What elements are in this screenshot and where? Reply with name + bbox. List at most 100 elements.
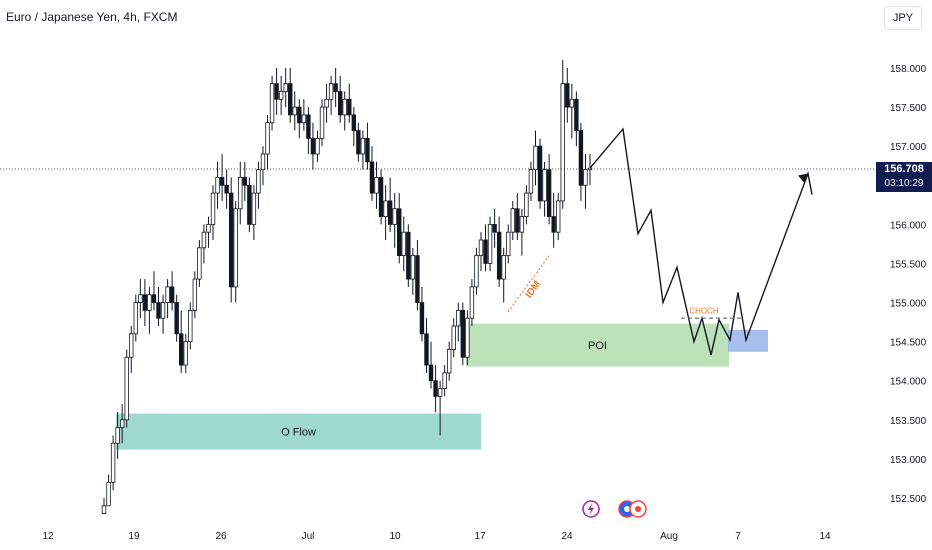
candle bbox=[256, 169, 261, 194]
candle bbox=[129, 333, 134, 358]
price-tick-label: 154.000 bbox=[890, 377, 927, 388]
candles-layer bbox=[101, 60, 593, 515]
candle bbox=[142, 294, 148, 311]
time-tick-label: 7 bbox=[735, 531, 741, 542]
lightning-event-icon[interactable] bbox=[582, 500, 600, 518]
candle bbox=[124, 356, 129, 421]
candle bbox=[228, 192, 234, 288]
candle bbox=[238, 177, 243, 210]
candle bbox=[515, 208, 520, 233]
price-tick-label: 156.000 bbox=[890, 220, 927, 231]
candle bbox=[251, 192, 257, 225]
candle bbox=[565, 83, 570, 108]
candle bbox=[410, 255, 416, 280]
time-tick-label: 26 bbox=[215, 531, 227, 542]
candle bbox=[147, 294, 152, 311]
candle bbox=[265, 122, 270, 155]
candle bbox=[456, 309, 461, 327]
candle bbox=[292, 106, 297, 116]
zones-layer: O Flow POI bbox=[116, 323, 768, 450]
candle bbox=[165, 286, 170, 303]
candle bbox=[351, 114, 357, 131]
time-tick-label: 10 bbox=[389, 531, 401, 542]
candle bbox=[374, 177, 379, 194]
time-tick-label: 14 bbox=[819, 531, 831, 542]
candle bbox=[283, 83, 288, 92]
candle bbox=[210, 192, 216, 225]
price-tick-label: 158.000 bbox=[890, 64, 927, 75]
candle bbox=[347, 98, 352, 116]
candle bbox=[169, 286, 175, 303]
candle bbox=[192, 278, 198, 311]
currency-button[interactable]: JPY bbox=[884, 6, 922, 30]
candle bbox=[201, 231, 207, 249]
candle bbox=[465, 317, 470, 358]
candle bbox=[106, 481, 111, 507]
candle bbox=[474, 255, 479, 288]
candle bbox=[328, 83, 334, 100]
entry-zone[interactable] bbox=[728, 329, 768, 352]
candle bbox=[424, 333, 429, 366]
price-tick-label: 155.000 bbox=[890, 299, 927, 310]
time-tick-label: 24 bbox=[561, 531, 573, 542]
candle bbox=[560, 83, 565, 202]
candle bbox=[406, 231, 411, 280]
bar-countdown: 03:10:29 bbox=[884, 178, 924, 189]
price-tick-label: 153.500 bbox=[890, 416, 927, 427]
candle bbox=[460, 309, 466, 358]
candle bbox=[188, 309, 193, 343]
candle bbox=[519, 216, 525, 233]
order-flow-zone[interactable] bbox=[116, 413, 481, 450]
candle bbox=[115, 427, 120, 444]
candle bbox=[437, 388, 443, 397]
candle bbox=[233, 208, 238, 288]
candle bbox=[183, 341, 188, 366]
candle bbox=[151, 294, 157, 303]
candle bbox=[319, 106, 325, 139]
candle bbox=[133, 302, 138, 335]
current-price-tag: 156.708 03:10:29 bbox=[876, 162, 932, 192]
candle bbox=[278, 91, 284, 100]
candle bbox=[487, 223, 493, 264]
choch-label: CHOCH bbox=[689, 306, 719, 315]
news-event-icon[interactable] bbox=[629, 500, 647, 518]
candle bbox=[397, 208, 402, 257]
candle bbox=[197, 247, 202, 280]
candle bbox=[537, 145, 543, 202]
time-tick-label: 12 bbox=[42, 531, 54, 542]
candle bbox=[433, 380, 438, 397]
time-tick-label: 17 bbox=[474, 531, 486, 542]
candle bbox=[101, 505, 107, 515]
poi-zone[interactable] bbox=[466, 323, 729, 367]
candle bbox=[533, 145, 538, 171]
candle bbox=[342, 98, 347, 116]
candle bbox=[242, 177, 248, 186]
price-tick-label: 153.000 bbox=[890, 455, 927, 466]
price-tick-label: 157.500 bbox=[890, 103, 927, 114]
candle bbox=[337, 91, 343, 116]
candle bbox=[369, 161, 375, 194]
price-axis[interactable]: 152.500 153.000 153.500 154.000 154.500 155.0… bbox=[876, 0, 932, 522]
candle bbox=[215, 177, 220, 194]
candle bbox=[574, 98, 579, 131]
candle bbox=[274, 83, 279, 100]
time-tick-label: Aug bbox=[660, 531, 678, 542]
price-axis-bg bbox=[876, 0, 932, 522]
candle bbox=[492, 223, 497, 233]
candle bbox=[179, 333, 184, 366]
projection-arrow-head bbox=[798, 173, 808, 183]
candle bbox=[546, 169, 552, 217]
candle bbox=[446, 349, 452, 374]
candle bbox=[360, 137, 366, 155]
time-axis[interactable]: 12 19 26 Jul 10 17 24 Aug 7 14 bbox=[42, 531, 831, 542]
event-icons bbox=[582, 500, 647, 518]
candle bbox=[469, 286, 475, 319]
candle bbox=[333, 83, 338, 92]
candle bbox=[206, 223, 211, 233]
candle bbox=[269, 83, 275, 124]
candle bbox=[428, 364, 434, 382]
candle bbox=[174, 302, 179, 335]
candle bbox=[415, 255, 420, 303]
candle bbox=[160, 302, 166, 319]
